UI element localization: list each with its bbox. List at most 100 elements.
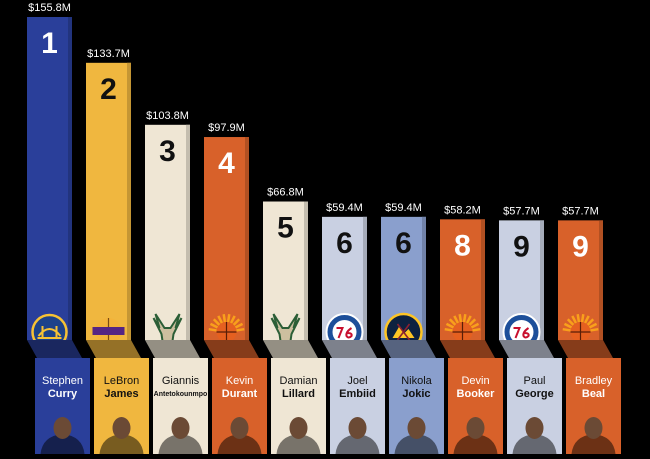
player-photo — [453, 417, 498, 454]
sun-ray — [226, 314, 231, 323]
value-label: $57.7M — [562, 205, 599, 217]
bar-edge-shade — [481, 219, 485, 340]
player-photo — [276, 417, 321, 454]
sun-ray — [234, 322, 244, 329]
sun-ray — [470, 322, 480, 329]
sun-ray — [462, 314, 467, 323]
milwaukee-bucks-logo — [270, 313, 301, 349]
numeral-mark — [513, 327, 530, 339]
sun-ray — [229, 315, 236, 324]
numeral-mark — [336, 327, 353, 339]
sun-ray — [232, 318, 241, 326]
bar-connector — [204, 340, 259, 358]
bar-connector — [558, 340, 613, 358]
value-label: $103.8M — [146, 110, 189, 122]
bar — [86, 62, 131, 340]
sun-ray — [563, 322, 573, 329]
bar — [263, 201, 308, 340]
bar-edge-shade — [304, 201, 308, 340]
milwaukee-bucks-logo — [152, 313, 183, 349]
head-shape — [53, 417, 72, 439]
jersey-shape — [571, 434, 616, 454]
bar-connector — [27, 340, 82, 358]
player-photo — [217, 417, 262, 454]
wordmark-band — [92, 327, 125, 335]
phoenix-suns-logo — [444, 314, 481, 342]
head-shape — [466, 417, 485, 439]
sun-ray — [236, 327, 245, 332]
player-first-name: Bradley — [575, 375, 613, 387]
player-last-name: Booker — [457, 388, 496, 400]
player-photo — [335, 417, 380, 454]
sun-ray — [586, 318, 595, 326]
bar — [440, 219, 485, 340]
rank-label: 5 — [277, 212, 294, 245]
player-photo — [99, 417, 144, 454]
value-label: $155.8M — [28, 2, 71, 14]
bar-connector — [145, 340, 200, 358]
jersey-shape — [276, 434, 321, 454]
player-photo — [40, 417, 85, 454]
player-first-name: Stephen — [42, 375, 83, 387]
sun-ray — [458, 314, 463, 323]
bar — [204, 137, 249, 340]
jersey-shape — [217, 434, 262, 454]
player-photo — [571, 417, 616, 454]
rank-label: 2 — [100, 73, 117, 106]
head-shape — [348, 417, 367, 439]
value-label: $97.9M — [208, 122, 245, 134]
player-first-name: Joel — [347, 375, 367, 387]
sun-ray — [562, 327, 571, 332]
rank-label: 9 — [572, 230, 589, 263]
player-first-name: Paul — [523, 375, 545, 387]
player-last-name: Antetokounmpo — [154, 391, 208, 398]
antlers-mark — [152, 313, 183, 349]
player-last-name: Durant — [222, 388, 258, 400]
head-shape — [584, 417, 603, 439]
value-label: $59.4M — [326, 202, 363, 214]
head-shape — [525, 417, 544, 439]
bar — [558, 220, 603, 340]
player-last-name: Embiid — [339, 388, 376, 400]
player-last-name: Lillard — [282, 388, 315, 400]
player-photo — [158, 417, 203, 454]
player-last-name: Beal — [582, 388, 605, 400]
sun-ray — [566, 318, 575, 326]
sun-ray — [208, 327, 217, 332]
jersey-shape — [99, 434, 144, 454]
bar-edge-shade — [363, 216, 367, 340]
value-label: $133.7M — [87, 48, 130, 60]
head-shape — [230, 417, 249, 439]
bar-edge-shade — [186, 124, 190, 341]
value-label: $66.8M — [267, 187, 304, 199]
bar-edge-shade — [245, 137, 249, 340]
jersey-shape — [335, 434, 380, 454]
player-first-name: Kevin — [226, 375, 254, 387]
sun-ray — [445, 322, 455, 329]
sun-ray — [212, 318, 221, 326]
sun-ray — [222, 314, 227, 323]
bar-edge-shade — [127, 62, 131, 340]
ball-seams — [452, 322, 473, 342]
jersey-shape — [40, 434, 85, 454]
bar-connector — [86, 340, 141, 358]
value-label: $59.4M — [385, 202, 422, 214]
head-shape — [407, 417, 426, 439]
player-last-name: James — [104, 388, 138, 400]
player-first-name: Nikola — [401, 375, 432, 387]
phoenix-suns-logo — [562, 314, 599, 342]
sun-ray — [472, 327, 481, 332]
sun-ray — [465, 315, 472, 324]
rank-label: 6 — [336, 227, 353, 260]
ball-seams — [570, 322, 591, 342]
rank-label: 6 — [395, 227, 412, 260]
bar-connector — [381, 340, 436, 358]
